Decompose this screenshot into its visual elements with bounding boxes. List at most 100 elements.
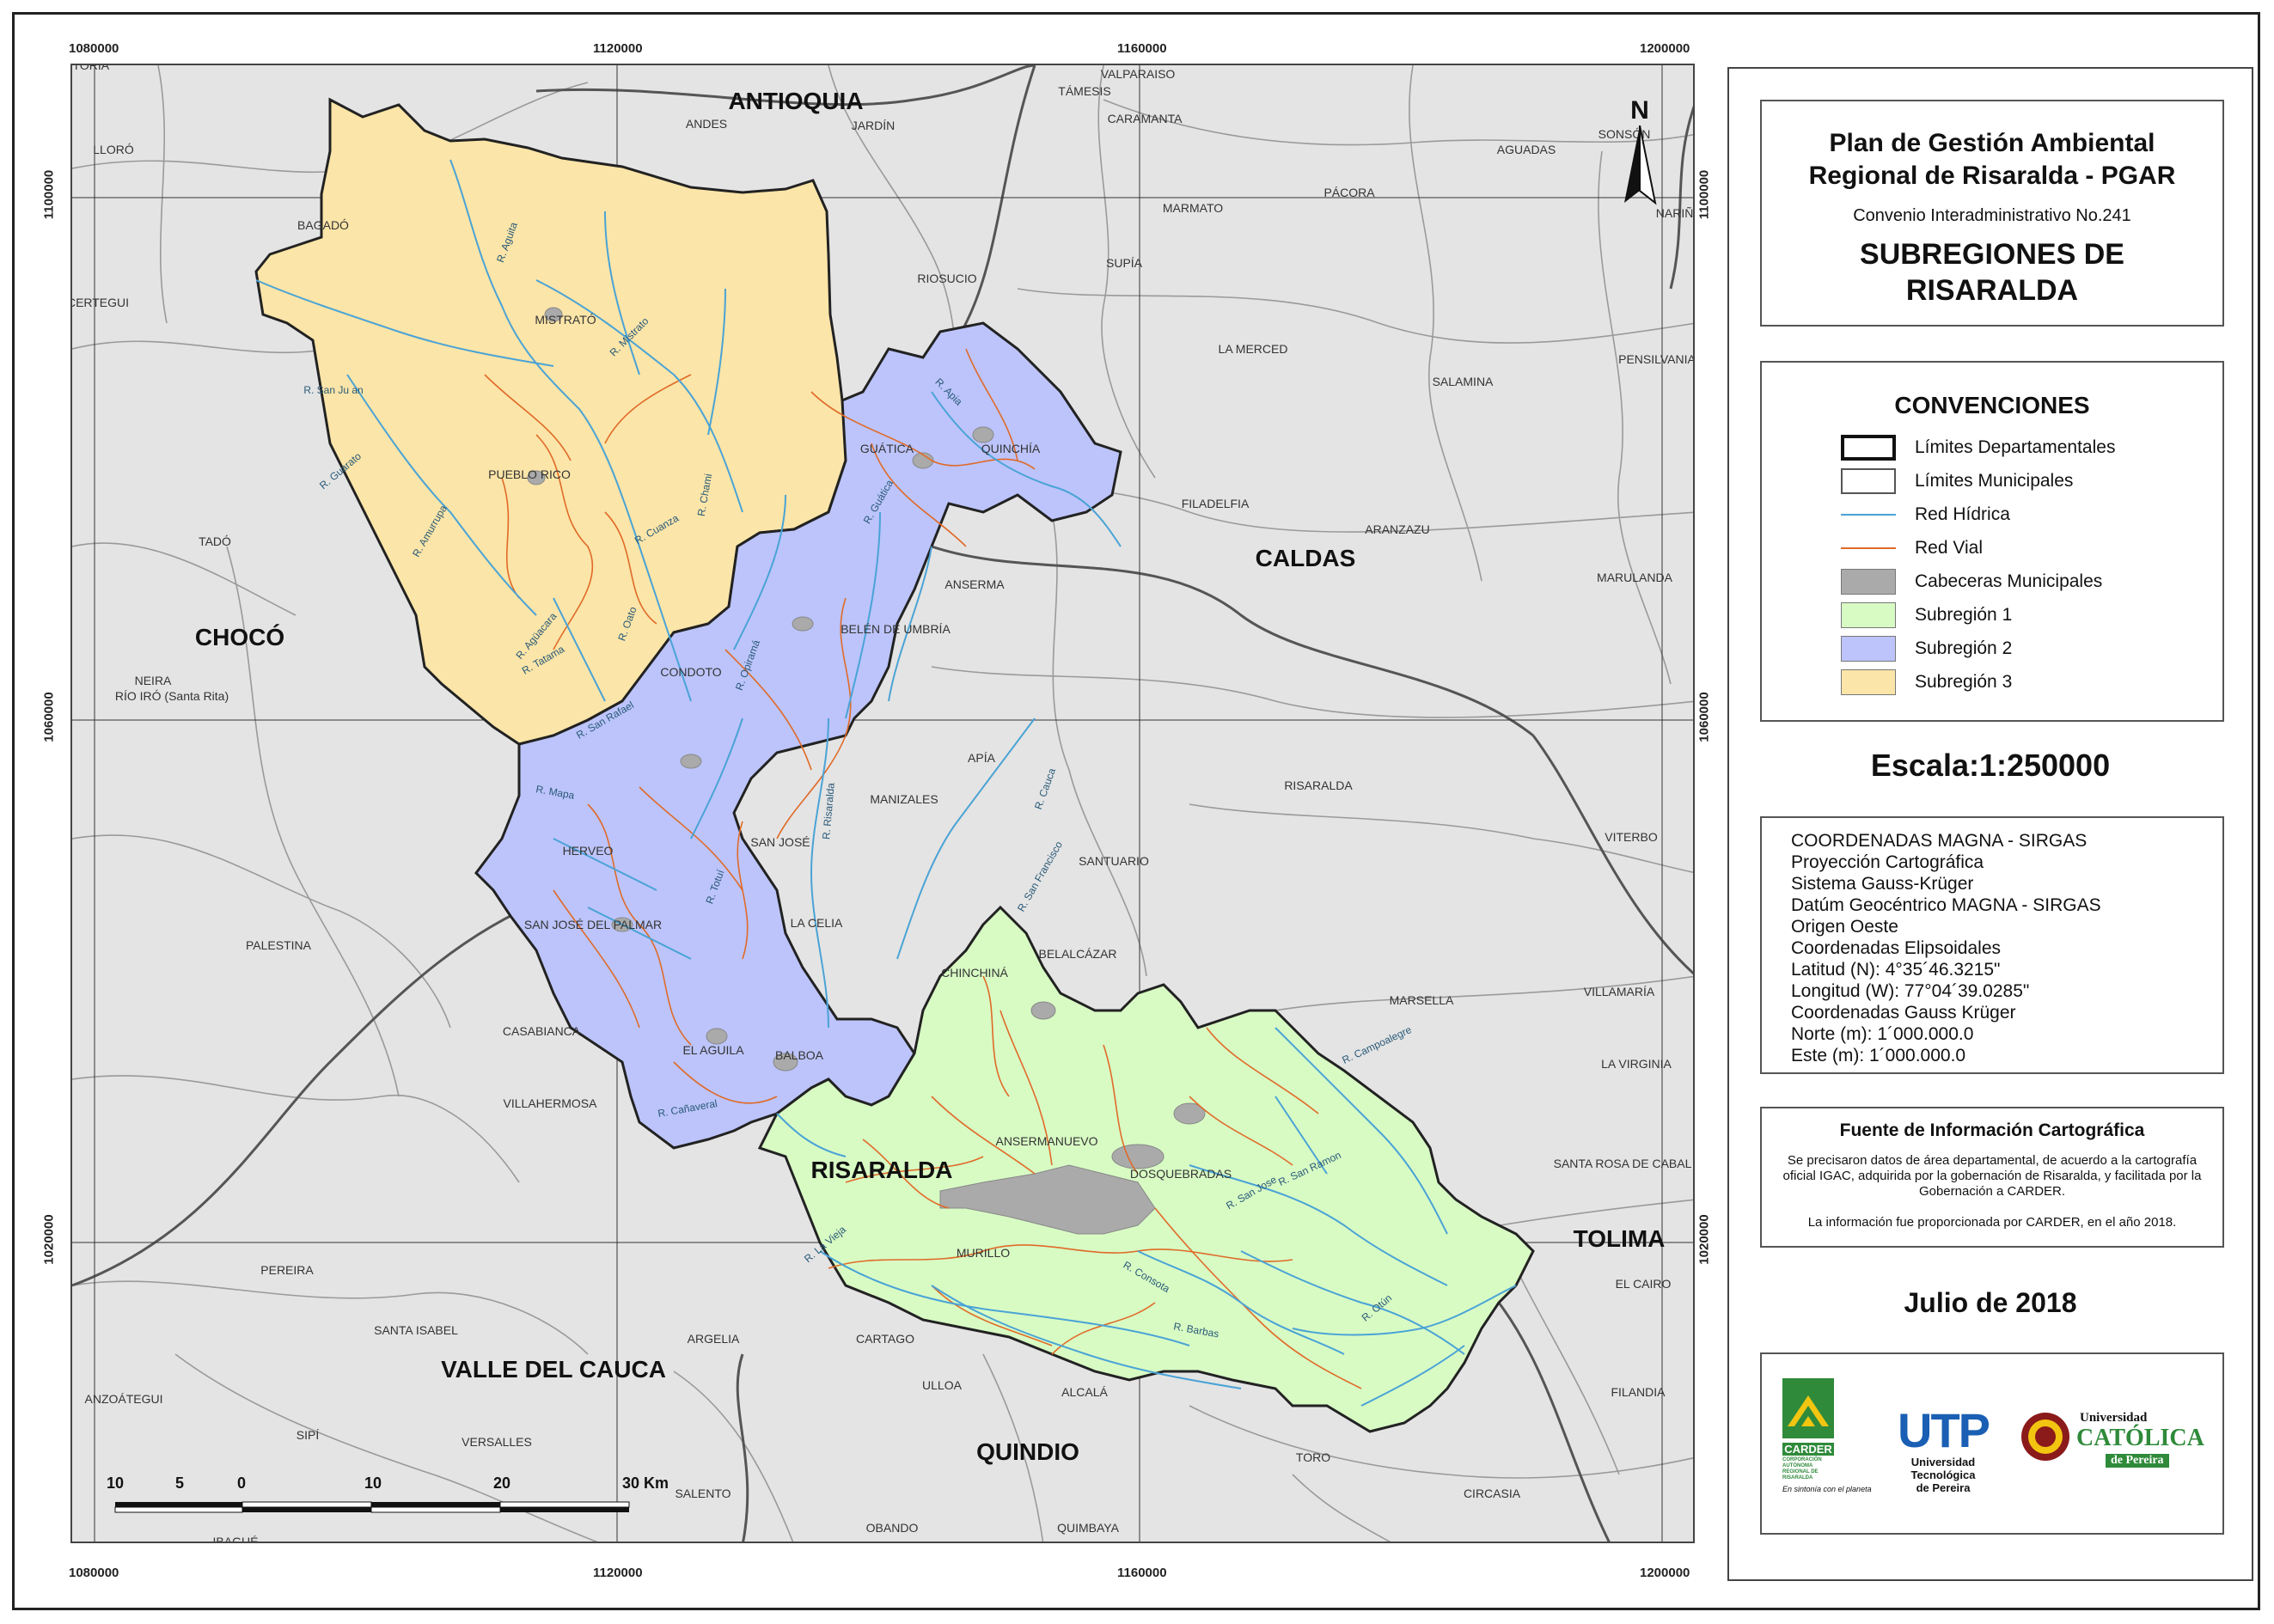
scale-text: Escala:1:250000 bbox=[1870, 748, 2111, 783]
coordinate-line: Proyección Cartográfica bbox=[1791, 852, 1984, 872]
place-label: LA VICTORIA bbox=[72, 64, 110, 72]
utp-logo-subtext-1: Universidad Tecnológica bbox=[1910, 1456, 1976, 1481]
place-label: APÍA bbox=[968, 751, 995, 765]
ucp-logo-line1: Universidad bbox=[2080, 1411, 2148, 1425]
coordinate-line: Longitud (W): 77°04´39.0285" bbox=[1791, 981, 2030, 1001]
ucp-seal-icon bbox=[2021, 1413, 2069, 1461]
legend-label: Red Hídrica bbox=[1915, 504, 2010, 524]
place-label: OBANDO bbox=[865, 1521, 919, 1535]
logos-box: CARDER CORPORACIÓN AUTÓNOMA REGIONAL DE … bbox=[1760, 1352, 2224, 1535]
place-label: PEREIRA bbox=[260, 1263, 314, 1277]
place-label: CHINCHINÁ bbox=[941, 966, 1008, 980]
grid-label-top-1200000: 1200000 bbox=[1640, 41, 1690, 56]
place-label: NARIÑO bbox=[1655, 206, 1694, 220]
place-label: PÁCORA bbox=[1323, 186, 1375, 199]
grid-label-bottom-1160000: 1160000 bbox=[1117, 1566, 1167, 1580]
coordinate-line: Este (m): 1´000.000.0 bbox=[1791, 1046, 1966, 1065]
scale-bar: 10 5 0 10 20 30 Km bbox=[107, 1474, 691, 1526]
page-frame bbox=[12, 12, 2260, 1610]
carder-logo-text: CARDER bbox=[1782, 1443, 1834, 1456]
coordinates-box: COORDENADAS MAGNA - SIRGAS Proyección Car… bbox=[1760, 816, 2224, 1074]
legend-label: Red Vial bbox=[1915, 538, 1983, 558]
north-arrow-icon bbox=[1624, 125, 1657, 205]
urban-areas bbox=[527, 307, 1206, 1235]
legend-swatch bbox=[1841, 569, 1896, 595]
place-label: EL AGUILA bbox=[682, 1043, 744, 1057]
place-label: VALPARAISO bbox=[1100, 67, 1176, 81]
place-label: MISTRATÓ bbox=[535, 313, 596, 327]
utp-logo-mark: UTP bbox=[1898, 1403, 1990, 1457]
place-label: CONDOTO bbox=[660, 665, 722, 679]
coordinate-line: Coordenadas Gauss Krüger bbox=[1791, 1003, 2016, 1023]
place-label: CERTEGUI bbox=[70, 296, 130, 309]
scale-label-3: 10 bbox=[364, 1474, 382, 1492]
place-label: FILANDIA bbox=[1611, 1385, 1666, 1399]
plan-title-line2: Regional de Risaralda - PGAR bbox=[1808, 162, 2176, 190]
place-label: LA VIRGINIA bbox=[1601, 1057, 1672, 1071]
place-label: CARTAGO bbox=[856, 1332, 914, 1346]
grid-label-bottom-1120000: 1120000 bbox=[593, 1566, 643, 1580]
legend-swatch bbox=[1841, 602, 1896, 628]
legend-label: Subregión 2 bbox=[1915, 638, 2013, 658]
legend-label: Subregión 1 bbox=[1915, 605, 2013, 625]
place-label: MARULANDA bbox=[1597, 571, 1672, 584]
subregion-1-area bbox=[757, 905, 1535, 1433]
coordinate-line: Latitud (N): 4°35´46.3215" bbox=[1791, 960, 2001, 980]
scale-bar-graphic bbox=[114, 1501, 630, 1513]
ucp-logo: Universidad CATÓLICA de Pereira bbox=[2020, 1411, 2209, 1488]
place-label: ALCALÁ bbox=[1061, 1385, 1108, 1399]
grid-label-bottom-1200000: 1200000 bbox=[1640, 1566, 1690, 1580]
grid-label-right-1060000: 1060000 bbox=[1696, 692, 1712, 742]
place-label: TADÓ bbox=[199, 534, 231, 548]
place-label: TORO bbox=[1295, 1450, 1331, 1464]
river-network bbox=[255, 159, 1517, 1407]
grid-label-top-1120000: 1120000 bbox=[593, 41, 643, 56]
map-heading-line1: SUBREGIONES DE bbox=[1860, 238, 2124, 271]
dept-label-valle-del-cauca: VALLE DEL CAUCA bbox=[441, 1356, 666, 1383]
dept-label-antioquia: ANTIOQUIA bbox=[728, 88, 864, 114]
map-heading-line2: RISARALDA bbox=[1905, 274, 2079, 307]
place-label: MANIZALES bbox=[870, 792, 938, 806]
place-label: SANTA ISABEL bbox=[374, 1323, 458, 1337]
place-label: SALAMINA bbox=[1432, 375, 1494, 388]
grid-label-top-1160000: 1160000 bbox=[1117, 41, 1167, 56]
place-label: CARAMANTA bbox=[1107, 112, 1183, 125]
coordinates-lines: COORDENADAS MAGNA - SIRGAS Proyección Car… bbox=[1791, 830, 2222, 1066]
place-label: DOSQUEBRADAS bbox=[1129, 1167, 1232, 1181]
coordinate-line: Norte (m): 1´000.000.0 bbox=[1791, 1024, 1974, 1044]
legend-swatch bbox=[1841, 502, 1896, 528]
road-network bbox=[484, 348, 1362, 1389]
municipal-boundaries bbox=[72, 65, 1693, 1542]
legend-panel: Plan de Gestión Ambiental Regional de Ri… bbox=[1727, 67, 2253, 1581]
place-label: CASABIANCA bbox=[502, 1024, 581, 1038]
scale-label-0: 10 bbox=[107, 1474, 125, 1492]
place-label: SANTUARIO bbox=[1079, 854, 1149, 868]
legend-swatch bbox=[1841, 535, 1896, 561]
place-label: RÍO IRÓ (Santa Rita) bbox=[114, 689, 229, 703]
grid-label-left-1100000: 1100000 bbox=[41, 169, 57, 220]
carder-slogan: En sintonía con el planeta bbox=[1782, 1485, 1872, 1493]
place-label: ARGELIA bbox=[687, 1332, 740, 1346]
scale-label-2: 0 bbox=[237, 1474, 247, 1492]
legend-swatch bbox=[1841, 669, 1896, 695]
place-label: LA CELIA bbox=[790, 916, 843, 930]
river-label: R. San Ju an bbox=[303, 384, 364, 396]
place-label: EL CAIRO bbox=[1615, 1277, 1672, 1291]
place-label: ULLOA bbox=[922, 1378, 962, 1392]
place-label: RIOSUCIO bbox=[917, 272, 977, 285]
legend-title: CONVENCIONES bbox=[1894, 392, 2090, 418]
place-label: PUEBLO RICO bbox=[488, 467, 571, 481]
place-label: TÁMESIS bbox=[1058, 84, 1111, 98]
place-label: PENSILVANIA bbox=[1618, 352, 1695, 366]
title-box: Plan de Gestión Ambiental Regional de Ri… bbox=[1760, 100, 2224, 327]
date-text: Julio de 2018 bbox=[1904, 1287, 2077, 1318]
place-label: SUPÍA bbox=[1105, 256, 1143, 270]
place-label: SALENTO bbox=[675, 1487, 731, 1500]
place-label: NEIRA bbox=[134, 674, 172, 687]
legend-swatch bbox=[1841, 468, 1896, 494]
convenio-text: Convenio Interadministrativo No.241 bbox=[1853, 206, 2131, 225]
coordinate-line: Sistema Gauss-Krüger bbox=[1791, 874, 1974, 894]
source-title: Fuente de Información Cartográfica bbox=[1839, 1120, 2145, 1140]
source-text-1: Se precisaron datos de área departamenta… bbox=[1782, 1153, 2202, 1199]
map-canvas[interactable]: ANTIOQUIA CHOCÓ CALDAS RISARALDA TOLIMA … bbox=[70, 64, 1695, 1543]
